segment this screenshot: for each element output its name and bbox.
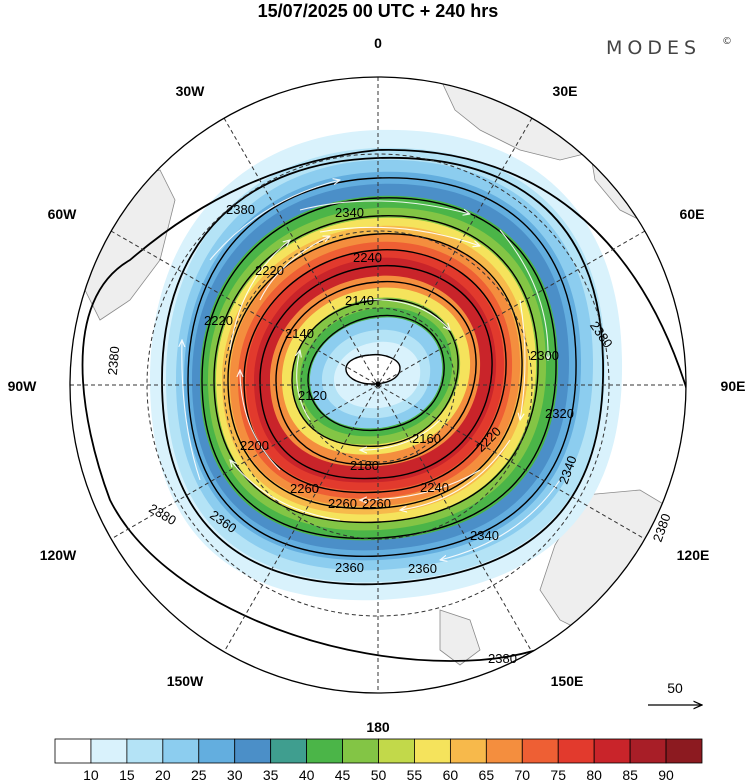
map-disk bbox=[70, 77, 686, 693]
lon-label-150e: 150E bbox=[551, 673, 584, 689]
contour-label: 2220 bbox=[255, 263, 284, 278]
colorbar-swatch bbox=[521, 738, 559, 764]
lon-label-0: 0 bbox=[374, 35, 382, 51]
new-zealand-landmass bbox=[439, 609, 481, 666]
contour-label: 2140 bbox=[345, 293, 374, 308]
colorbar-swatch bbox=[449, 738, 487, 764]
colorbar-tick-label: 25 bbox=[191, 767, 207, 782]
colorbar-tick-label: 65 bbox=[479, 767, 495, 782]
colorbar-swatch bbox=[629, 738, 667, 764]
colorbar-tick-label: 80 bbox=[586, 767, 602, 782]
colorbar-tick-label: 20 bbox=[155, 767, 171, 782]
contour-label: 2360 bbox=[335, 560, 364, 575]
contour-label: 2380 bbox=[105, 346, 122, 376]
contour-label: 2380 bbox=[488, 651, 517, 666]
colorbar-swatch bbox=[90, 738, 128, 764]
south-pole-marker bbox=[375, 381, 381, 387]
map-boundary bbox=[69, 76, 687, 694]
colorbar-tick-label: 45 bbox=[335, 767, 351, 782]
contour-label: 2240 bbox=[353, 250, 382, 265]
contour-label: 2260 bbox=[328, 496, 357, 511]
lon-label-120e: 120E bbox=[677, 547, 710, 563]
lon-label-90e: 90E bbox=[721, 378, 746, 394]
colorbar-swatch bbox=[162, 738, 200, 764]
longitude-labels: 0 30E 60E 90E 120E 150E 180 150W 120W 90… bbox=[8, 35, 746, 735]
colorbar-tick-label: 55 bbox=[407, 767, 423, 782]
height-contours bbox=[81, 149, 686, 662]
lon-label-150w: 150W bbox=[167, 673, 204, 689]
contour-label: 2120 bbox=[298, 388, 327, 403]
contour-label: 2340 bbox=[470, 528, 499, 543]
streamlines bbox=[182, 180, 561, 560]
colorbar-swatch bbox=[126, 738, 164, 764]
modes-logo: MODES bbox=[606, 37, 701, 59]
lon-label-180: 180 bbox=[366, 719, 390, 735]
colorbar-tick-label: 70 bbox=[514, 767, 530, 782]
colorbar-tick-label: 85 bbox=[622, 767, 638, 782]
colorbar-tick-label: 30 bbox=[227, 767, 243, 782]
wind-speed-colorbar: 10 15 20 25 30 35 40 45 50 55 60 65 70 75 80 85 90 bbox=[54, 738, 703, 782]
colorbar-tick-label: 35 bbox=[263, 767, 279, 782]
colorbar-tick-label: 40 bbox=[299, 767, 315, 782]
colorbar-swatch bbox=[378, 738, 415, 764]
contour-label: 2180 bbox=[350, 458, 379, 473]
lon-label-30w: 30W bbox=[176, 83, 206, 99]
lon-label-90w: 90W bbox=[8, 378, 38, 394]
contour-label: 2220 bbox=[204, 313, 233, 328]
colorbar-swatch bbox=[198, 738, 236, 764]
colorbar-swatch bbox=[270, 738, 308, 764]
lon-label-120w: 120W bbox=[40, 547, 77, 563]
contour-label: 2260 bbox=[362, 496, 391, 511]
contour-label: 2380 bbox=[226, 202, 255, 217]
colorbar-swatch bbox=[593, 738, 631, 764]
colorbar-swatch bbox=[306, 738, 343, 764]
contour-label: 2300 bbox=[530, 348, 559, 363]
map-title: 15/07/2025 00 UTC + 240 hrs bbox=[258, 1, 499, 21]
colorbar-swatch bbox=[54, 738, 92, 764]
colorbar-swatch bbox=[342, 738, 379, 764]
copyright-mark: © bbox=[722, 36, 732, 47]
contour-label: 2260 bbox=[290, 481, 319, 496]
contour-label: 2200 bbox=[240, 438, 269, 453]
contour-label: 2340 bbox=[335, 205, 364, 220]
colorbar-swatch bbox=[557, 738, 595, 764]
colorbar-swatch bbox=[414, 738, 451, 764]
colorbar-tick-label: 75 bbox=[550, 767, 566, 782]
wind-speed-shading bbox=[150, 129, 623, 601]
colorbar-tick-label: 60 bbox=[443, 767, 459, 782]
colorbar-swatch bbox=[485, 738, 523, 764]
colorbar-swatch bbox=[234, 738, 272, 764]
reference-vector-label: 50 bbox=[667, 680, 683, 696]
colorbar-tick-label: 10 bbox=[83, 767, 99, 782]
lon-label-30e: 30E bbox=[553, 83, 578, 99]
colorbar-swatch bbox=[665, 738, 703, 764]
lon-label-60e: 60E bbox=[680, 206, 705, 222]
contour-label: 2240 bbox=[420, 480, 449, 495]
colorbar-tick-label: 90 bbox=[658, 767, 674, 782]
lon-label-60w: 60W bbox=[48, 206, 78, 222]
contour-label: 2160 bbox=[412, 431, 441, 446]
colorbar-tick-label: 15 bbox=[119, 767, 135, 782]
colorbar-tick-label: 50 bbox=[371, 767, 387, 782]
contour-label: 2360 bbox=[408, 561, 437, 576]
contour-label: 2140 bbox=[285, 326, 314, 341]
contour-label: 2320 bbox=[545, 406, 574, 421]
reference-vector: 50 bbox=[648, 680, 702, 705]
